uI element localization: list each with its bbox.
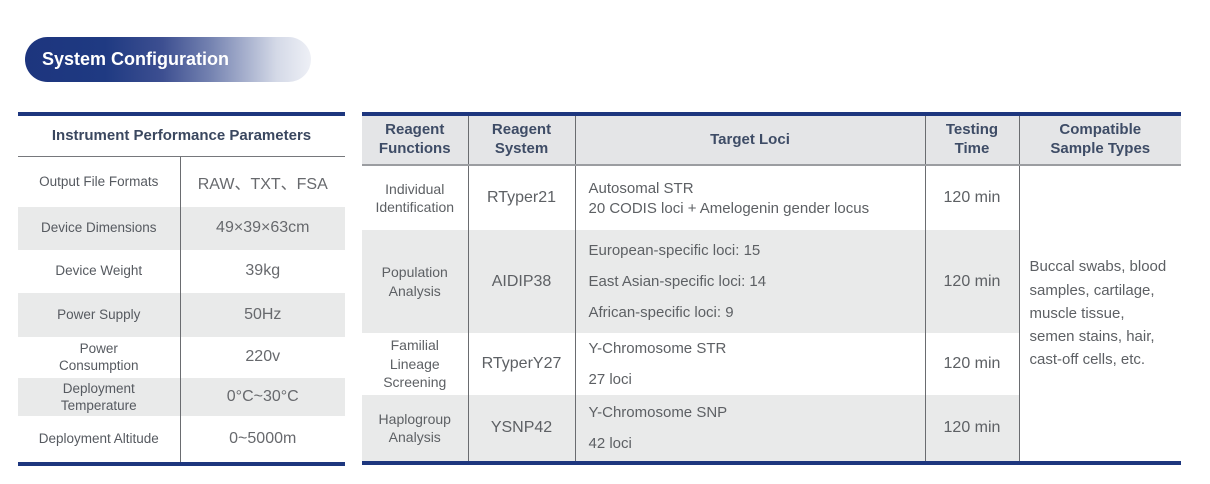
col-header-testing-time: Testing Time bbox=[924, 114, 1019, 166]
param-row: Power Supply 50Hz bbox=[18, 292, 345, 337]
reagent-system-cell: AIDIP38 bbox=[467, 230, 575, 333]
param-row: Deployment Temperature 0°C~30°C bbox=[18, 377, 345, 417]
param-row: Device Weight 39kg bbox=[18, 249, 345, 293]
target-loci-line: African-specific loci: 9 bbox=[588, 304, 734, 321]
param-label: Power Supply bbox=[18, 292, 181, 337]
testing-time-cell: 120 min bbox=[924, 165, 1019, 230]
left-table-header-row: Instrument Performance Parameters bbox=[18, 114, 345, 157]
reagent-row: Familial Lineage Screening RTyperY27 Y-C… bbox=[362, 333, 1181, 395]
target-loci-line: European-specific loci: 15 bbox=[588, 242, 761, 259]
param-value: RAW、TXT、FSA bbox=[197, 175, 328, 193]
reagent-row: Haplogroup Analysis YSNP42 Y-Chromosome … bbox=[362, 395, 1181, 463]
param-label: Device Weight bbox=[18, 249, 181, 293]
reagent-function-cell: Individual Identification bbox=[375, 180, 455, 215]
target-loci-line: East Asian-specific loci: 14 bbox=[588, 273, 767, 290]
col-header-compatible-sample-types-label: Compatible Sample Types bbox=[1050, 121, 1151, 157]
reagent-function-cell: Familial Lineage Screening bbox=[383, 337, 447, 391]
param-label: Device Dimensions bbox=[18, 206, 181, 250]
col-header-compatible-sample-types: Compatible Sample Types bbox=[1018, 114, 1181, 166]
testing-time-cell: 120 min bbox=[924, 395, 1019, 463]
param-value: 220v bbox=[245, 348, 281, 365]
param-value: 0°C~30°C bbox=[226, 387, 299, 405]
reagent-row: Individual Identification RTyper21 Autos… bbox=[362, 165, 1181, 463]
param-value: 39kg bbox=[245, 262, 281, 279]
reagent-system-cell: YSNP42 bbox=[467, 395, 575, 463]
target-loci-line: 42 loci bbox=[588, 435, 632, 452]
compatible-sample-types-cell: Buccal swabs, blood samples, cartilage, … bbox=[1018, 165, 1181, 463]
reagent-table-header-row: Reagent Functions Reagent System Target … bbox=[362, 114, 1181, 166]
param-row: Device Dimensions 49×39×63cm bbox=[18, 206, 345, 250]
target-loci-line: Autosomal STR bbox=[588, 179, 694, 197]
target-loci-line: Y-Chromosome SNP bbox=[588, 404, 728, 421]
target-loci-line: 20 CODIS loci + Amelogenin gender locus bbox=[588, 199, 870, 217]
param-row: Deployment Altitude 0~5000m bbox=[18, 416, 345, 465]
param-value: 50Hz bbox=[244, 305, 282, 323]
col-header-reagent-system: Reagent System bbox=[467, 114, 575, 166]
target-loci-cell: Y-Chromosome SNP 42 loci bbox=[574, 395, 925, 463]
instrument-performance-table: Instrument Performance Parameters Output… bbox=[18, 112, 345, 467]
param-label: Deployment Altitude bbox=[18, 416, 181, 465]
badge-label: System Configuration bbox=[42, 49, 230, 69]
param-label: Power Consumption bbox=[18, 336, 181, 378]
reagent-systems-table: Reagent Functions Reagent System Target … bbox=[362, 112, 1181, 465]
target-loci-cell: Y-Chromosome STR 27 loci bbox=[574, 333, 925, 395]
col-header-target-loci: Target Loci bbox=[574, 114, 925, 166]
reagent-function-cell: Haplogroup Analysis bbox=[362, 395, 468, 463]
testing-time-cell: 120 min bbox=[924, 230, 1019, 333]
target-loci-cell: Autosomal STR 20 CODIS loci + Amelogenin… bbox=[574, 165, 925, 230]
target-loci-cell: European-specific loci: 15 East Asian-sp… bbox=[574, 230, 925, 333]
reagent-system-cell: RTyper21 bbox=[467, 165, 575, 230]
testing-time-cell: 120 min bbox=[924, 333, 1019, 395]
reagent-row: Population Analysis AIDIP38 European-spe… bbox=[362, 230, 1181, 333]
reagent-function-cell: Population Analysis bbox=[362, 230, 468, 333]
param-value: 0~5000m bbox=[229, 430, 297, 448]
param-value: 49×39×63cm bbox=[216, 219, 310, 236]
col-header-reagent-functions: Reagent Functions bbox=[362, 114, 468, 166]
param-label: Output File Formats bbox=[18, 156, 181, 207]
reagent-system-cell: RTyperY27 bbox=[467, 333, 575, 395]
target-loci-line: Y-Chromosome STR bbox=[588, 340, 727, 357]
param-row: Power Consumption 220v bbox=[18, 336, 345, 378]
system-configuration-badge: System Configuration bbox=[25, 37, 311, 82]
left-table-title: Instrument Performance Parameters bbox=[18, 114, 345, 157]
target-loci-line: 27 loci bbox=[588, 371, 632, 388]
param-label: Deployment Temperature bbox=[18, 377, 181, 417]
param-row: Output File Formats RAW、TXT、FSA bbox=[18, 156, 345, 207]
